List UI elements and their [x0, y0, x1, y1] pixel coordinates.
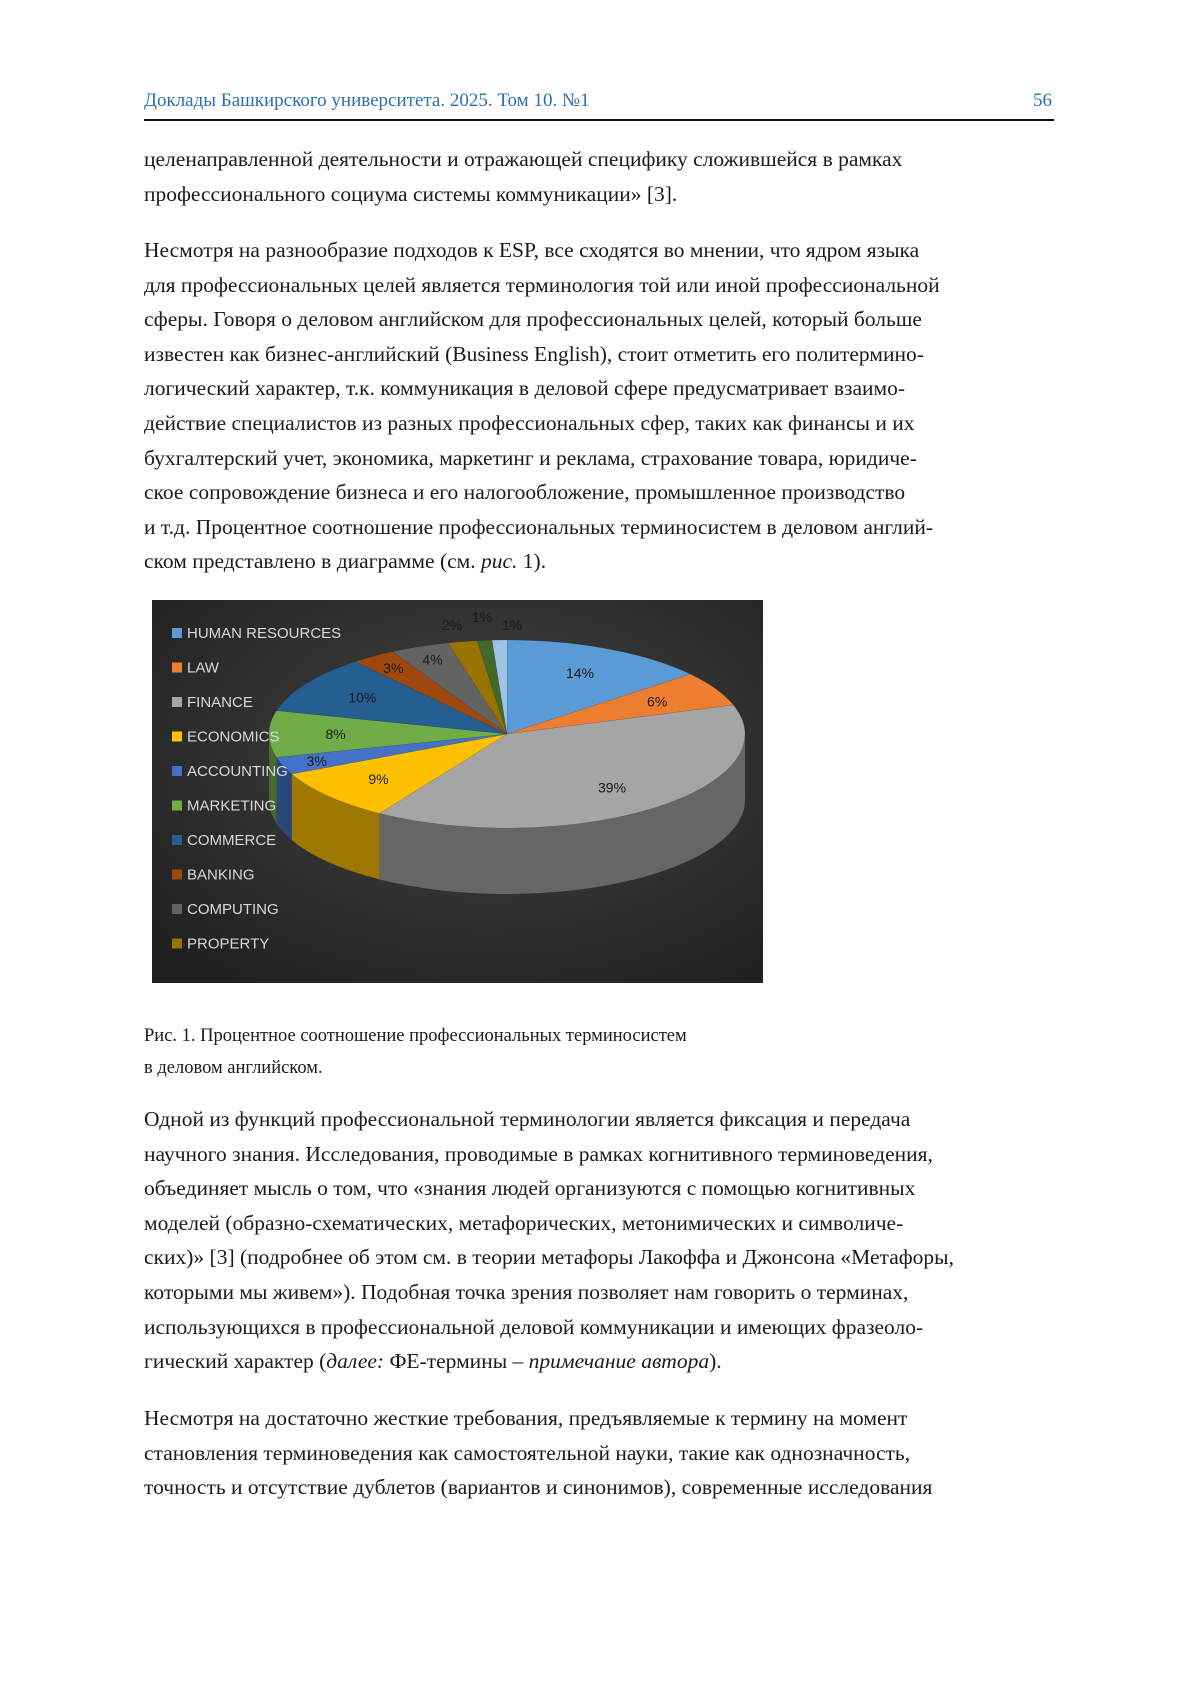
legend-swatch [172, 766, 182, 776]
text-line: Несмотря на достаточно жесткие требовани… [144, 1401, 932, 1436]
legend-label: COMMERCE [187, 832, 276, 849]
data-label: 4% [422, 652, 442, 668]
legend-label: LAW [187, 660, 220, 677]
text-segment: становления терминоведения как самостоят… [144, 1441, 910, 1465]
legend-swatch [172, 939, 182, 949]
text-line: гический характер (далее: ФЕ-термины – п… [144, 1344, 954, 1379]
text-segment: бухгалтерский учет, экономика, маркетинг… [144, 446, 917, 470]
text-line: известен как бизнес-английский (Business… [144, 337, 940, 372]
text-line: сферы. Говоря о деловом английском для п… [144, 302, 940, 337]
data-label: 1% [502, 617, 522, 633]
text-segment: которыми мы живем»). Подобная точка зрен… [144, 1280, 908, 1304]
text-line: и т.д. Процентное соотношение профессион… [144, 510, 940, 545]
data-label: 2% [442, 617, 462, 633]
data-label: 8% [326, 726, 346, 742]
text-line: использующихся в профессиональной делово… [144, 1310, 954, 1345]
pie-chart: 14% 6% 39% 9% 3% 8% 10% 3% 4% 2% 1% 1% HUMAN RESOUR… [152, 600, 763, 983]
text-line: действие специалистов из разных професси… [144, 406, 940, 441]
legend-swatch [172, 904, 182, 914]
legend-label: BANKING [187, 867, 255, 884]
text-segment: моделей (образно-схематических, метафори… [144, 1211, 903, 1235]
text-segment: Несмотря на достаточно жесткие требовани… [144, 1406, 907, 1430]
text-line: бухгалтерский учет, экономика, маркетинг… [144, 441, 940, 476]
text-segment: действие специалистов из разных професси… [144, 411, 914, 435]
text-segment: 1). [517, 549, 546, 573]
text-line: которыми мы живем»). Подобная точка зрен… [144, 1275, 954, 1310]
text-segment: целенаправленной деятельности и отражающ… [144, 147, 902, 171]
legend-swatch [172, 870, 182, 880]
legend-label: ACCOUNTING [187, 763, 288, 780]
legend-swatch [172, 628, 182, 638]
text-line: логический характер, т.к. коммуникация в… [144, 371, 940, 406]
text-line: становления терминоведения как самостоят… [144, 1436, 932, 1471]
text-segment: ских)» [3] (подробнее об этом см. в теор… [144, 1245, 954, 1269]
text-segment: и т.д. Процентное соотношение профессион… [144, 515, 933, 539]
legend-label: PROPERTY [187, 936, 269, 953]
text-segment: Одной из функций профессиональной термин… [144, 1107, 910, 1131]
legend-label: MARKETING [187, 798, 276, 815]
journal-header: Доклады Башкирского университета. 2025. … [144, 90, 590, 112]
text-segment: гический характер ( [144, 1349, 326, 1373]
text-segment: ское сопровождение бизнеса и его налогоо… [144, 480, 905, 504]
italic-text: примечание автора [529, 1349, 709, 1373]
data-label: 3% [307, 753, 327, 769]
legend-label: HUMAN RESOURCES [187, 625, 341, 642]
text-segment: профессионального социума системы коммун… [144, 182, 677, 206]
text-line: моделей (образно-схематических, метафори… [144, 1206, 954, 1241]
text-line: профессионального социума системы коммун… [144, 177, 902, 212]
paragraph: Несмотря на разнообразие подходов к ESP,… [144, 233, 940, 579]
text-segment: известен как бизнес-английский (Business… [144, 342, 924, 366]
legend-swatch [172, 801, 182, 811]
text-segment: сферы. Говоря о деловом английском для п… [144, 307, 922, 331]
legend-label: ECONOMICS [187, 729, 280, 746]
text-segment: ФЕ-термины – [384, 1349, 529, 1373]
text-line: целенаправленной деятельности и отражающ… [144, 142, 902, 177]
italic-text: далее: [326, 1349, 384, 1373]
paragraph: Несмотря на достаточно жесткие требовани… [144, 1401, 932, 1505]
italic-text: рис. [481, 549, 517, 573]
figure-caption: Рис. 1. Процентное соотношение профессио… [144, 1020, 687, 1084]
data-label: 14% [566, 665, 594, 681]
text-segment: точность и отсутствие дублетов (варианто… [144, 1475, 932, 1499]
text-segment: ). [709, 1349, 722, 1373]
text-line: для профессиональных целей является терм… [144, 268, 940, 303]
text-segment: логический характер, т.к. коммуникация в… [144, 376, 905, 400]
text-line: научного знания. Исследования, проводимы… [144, 1137, 954, 1172]
text-line: ское сопровождение бизнеса и его налогоо… [144, 475, 940, 510]
data-label: 1% [472, 609, 492, 625]
header-rule [144, 119, 1054, 121]
text-segment: использующихся в профессиональной делово… [144, 1315, 923, 1339]
legend-label: COMPUTING [187, 901, 279, 918]
legend-swatch [172, 732, 182, 742]
legend-swatch [172, 697, 182, 707]
data-label: 6% [647, 693, 667, 709]
text-segment: для профессиональных целей является терм… [144, 273, 940, 297]
paragraph: Одной из функций профессиональной термин… [144, 1102, 954, 1379]
text-line: ских)» [3] (подробнее об этом см. в теор… [144, 1240, 954, 1275]
data-label: 10% [348, 690, 376, 706]
caption-line: в деловом английском. [144, 1052, 687, 1084]
data-label: 39% [598, 779, 626, 795]
data-label: 9% [368, 771, 388, 787]
legend-swatch [172, 663, 182, 673]
data-label: 3% [383, 660, 403, 676]
legend-swatch [172, 835, 182, 845]
text-segment: Несмотря на разнообразие подходов к ESP,… [144, 238, 919, 262]
text-segment: ском представлено в диаграмме (см. [144, 549, 481, 573]
paragraph: целенаправленной деятельности и отражающ… [144, 142, 902, 211]
page-number: 56 [1033, 90, 1052, 112]
text-line: Несмотря на разнообразие подходов к ESP,… [144, 233, 940, 268]
text-line: точность и отсутствие дублетов (варианто… [144, 1470, 932, 1505]
text-line: ском представлено в диаграмме (см. рис. … [144, 544, 940, 579]
legend-label: FINANCE [187, 694, 253, 711]
text-line: Одной из функций профессиональной термин… [144, 1102, 954, 1137]
text-segment: объединяет мысль о том, что «знания люде… [144, 1176, 915, 1200]
text-segment: научного знания. Исследования, проводимы… [144, 1142, 933, 1166]
text-line: объединяет мысль о том, что «знания люде… [144, 1171, 954, 1206]
caption-line: Рис. 1. Процентное соотношение профессио… [144, 1020, 687, 1052]
